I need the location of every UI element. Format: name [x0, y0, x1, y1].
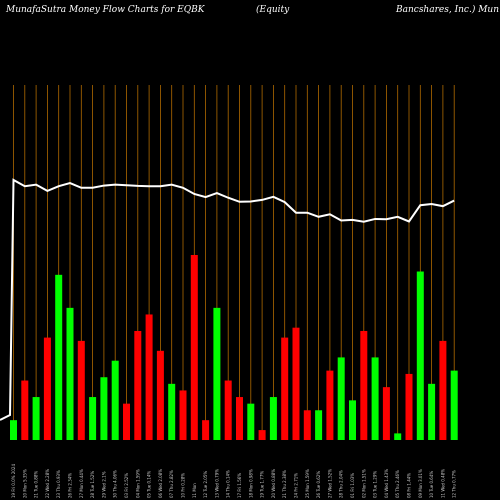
money-flow-bar	[269, 397, 277, 440]
money-flow-bar	[213, 307, 221, 440]
x-tick-label: 11 Mon	[192, 483, 197, 498]
x-tick-label: 09 Mon 3.01%	[418, 469, 423, 498]
x-tick-label: 12 Tue 2.05%	[203, 471, 208, 498]
money-flow-bar	[315, 410, 323, 440]
x-tick-label: 03 Fri 2.52%	[124, 473, 129, 498]
x-tick-label: 12 Thu 0.77%	[452, 470, 457, 498]
x-tick-label: 05 Tue 0.14%	[147, 471, 152, 498]
x-tick-label: 04 Wed 1.43%	[384, 469, 389, 498]
x-tick-label: 21 Thu 2.38%	[282, 470, 287, 498]
money-flow-bar	[236, 397, 243, 440]
x-tick-label: 29 Wed 2.1%	[101, 471, 106, 498]
x-tick-label: 01 Fri 1.03%	[350, 473, 355, 498]
x-tick-label: 06 Wed 2.08%	[158, 469, 163, 498]
chart-title-part-2: (Equity	[256, 4, 290, 15]
money-flow-bar	[43, 337, 51, 440]
x-tick-label: 30 Thu 4.06%	[113, 470, 118, 498]
x-tick-label: 04 Mon 1.59%	[135, 469, 140, 498]
x-tick-label: 10 Fri 0.28%	[181, 473, 186, 498]
money-flow-bar	[360, 330, 368, 440]
money-flow-bar	[179, 390, 187, 440]
money-flow-bar	[394, 433, 402, 440]
money-flow-bar	[326, 370, 334, 440]
x-tick-label: 27 Wed 1.52%	[327, 469, 332, 498]
money-flow-bar	[202, 420, 210, 440]
money-flow-bar	[100, 377, 108, 440]
money-flow-bar	[405, 373, 413, 440]
money-flow-bar	[32, 397, 40, 440]
x-tick-label: 14 Thu 0.14%	[226, 470, 231, 498]
money-flow-bar	[224, 380, 232, 440]
x-tick-label: 18 Mon 0.98%	[248, 469, 253, 498]
money-flow-bar	[371, 357, 379, 440]
x-tick-label: 11 Wed 0.48%	[440, 469, 445, 498]
money-flow-bar	[89, 397, 97, 440]
x-tick-label: 20 Mon 5.35%	[22, 469, 27, 498]
money-flow-bar	[303, 410, 311, 440]
x-tick-label: 27 Mon 0.44%	[79, 469, 84, 498]
money-flow-bar	[450, 370, 458, 440]
money-flow-bar	[337, 357, 345, 440]
chart-title-part-1: MunafaSutra Money Flow Charts for EQBK	[5, 5, 206, 15]
x-tick-label: 28 Tue 1.52%	[90, 471, 95, 498]
x-tick-label: 19 Fri 0.0% 2024	[11, 464, 16, 498]
x-tick-label: 26 Tue 0.62%	[316, 471, 321, 498]
x-axis-labels: 19 Fri 0.0% 2024 20 Mon 5.35% 21 Tue 0.88%…	[11, 464, 457, 498]
money-flow-bar	[258, 430, 266, 440]
x-tick-label: 24 Fri 2.71%	[294, 473, 299, 498]
money-flow-bar	[292, 327, 300, 440]
x-tick-label: 23 Thu 0.93%	[56, 470, 61, 498]
money-flow-bar	[428, 383, 436, 440]
money-flow-bar	[145, 314, 153, 440]
money-flow-bar	[77, 340, 85, 440]
money-flow-bar	[66, 307, 74, 440]
x-tick-label: 28 Thu 2.04%	[339, 470, 344, 498]
money-flow-bar	[10, 420, 17, 440]
money-flow-bar	[382, 387, 390, 440]
money-flow-bar	[349, 400, 356, 440]
x-tick-label: 08 Fri 1.44%	[407, 473, 412, 498]
price-line-layer	[0, 178, 455, 421]
money-flow-bar	[55, 274, 63, 440]
x-tick-label: 10 Tue 0.64%	[429, 471, 434, 498]
x-tick-label: 17 Fri 1.56%	[237, 473, 242, 498]
money-flow-bar	[416, 271, 424, 440]
x-tick-label: 05 Thu 2.46%	[395, 470, 400, 498]
money-flow-bar	[439, 340, 447, 440]
money-flow-bar	[156, 350, 164, 440]
x-tick-label: 02 Mon 1.51%	[361, 469, 366, 498]
x-tick-label: 21 Tue 0.88%	[34, 471, 39, 498]
money-flow-bar	[247, 403, 255, 440]
money-flow-bar	[123, 403, 130, 440]
money-flow-bar	[281, 337, 289, 440]
x-tick-label: 26 Fri 2.34%	[68, 473, 73, 498]
money-flow-bar	[21, 380, 29, 440]
chart-title-part-3: Bancshares, Inc.) Mun	[395, 4, 499, 15]
money-flow-bars	[10, 255, 458, 440]
x-tick-label: 03 Tue 1.29%	[373, 471, 378, 498]
money-flow-bar	[168, 383, 176, 440]
x-tick-label: 07 Thu 2.82%	[169, 470, 174, 498]
money-flow-bar	[190, 255, 198, 440]
x-tick-label: 20 Wed 0.88%	[271, 469, 276, 498]
x-tick-label: 19 Tue 1.77%	[260, 471, 265, 498]
price-line	[0, 178, 455, 421]
x-tick-label: 22 Wed 2.28%	[45, 469, 50, 498]
money-flow-bar	[134, 330, 142, 440]
x-tick-label: 13 Wed 0.79%	[214, 469, 219, 498]
x-tick-label: 25 Mon 1.59%	[305, 469, 310, 498]
money-flow-bar	[111, 360, 119, 440]
